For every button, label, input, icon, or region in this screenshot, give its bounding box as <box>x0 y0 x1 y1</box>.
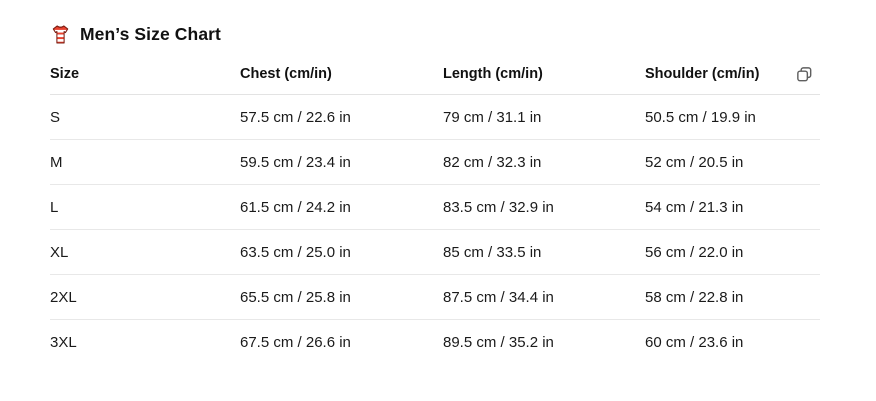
table-row: 3XL 67.5 cm / 26.6 in 89.5 cm / 35.2 in … <box>50 320 820 365</box>
length-cell: 85 cm / 33.5 in <box>443 243 542 261</box>
size-cell: L <box>50 198 59 216</box>
shoulder-cell: 50.5 cm / 19.9 in <box>645 108 756 126</box>
page: Men’s Size Chart Size Chest (cm/in) Leng… <box>50 24 826 365</box>
shoulder-cell: 58 cm / 22.8 in <box>645 288 744 306</box>
shoulder-cell: 54 cm / 21.3 in <box>645 198 744 216</box>
chest-cell: 67.5 cm / 26.6 in <box>240 334 351 351</box>
chest-cell: 65.5 cm / 25.8 in <box>240 288 351 306</box>
table-row: L 61.5 cm / 24.2 in 83.5 cm / 32.9 in 54… <box>50 185 820 230</box>
chest-cell: 61.5 cm / 24.2 in <box>240 198 351 216</box>
page-title: Men’s Size Chart <box>80 24 221 44</box>
chest-cell: 57.5 cm / 22.6 in <box>240 108 351 126</box>
size-chart-table: Size Chest (cm/in) Length (cm/in) Should… <box>50 60 820 365</box>
column-header-length: Length (cm/in) <box>443 66 543 82</box>
size-cell: 3XL <box>50 334 77 351</box>
column-header-shoulder: Shoulder (cm/in) <box>645 66 760 82</box>
table-row: XL 63.5 cm / 25.0 in 85 cm / 33.5 in 56 … <box>50 230 820 275</box>
page-title-row: Men’s Size Chart <box>50 24 826 45</box>
size-cell: XL <box>50 243 69 261</box>
striped-shirt-icon <box>50 24 71 45</box>
shoulder-cell: 56 cm / 22.0 in <box>645 243 744 261</box>
shoulder-cell: 60 cm / 23.6 in <box>645 334 744 351</box>
length-cell: 79 cm / 31.1 in <box>443 108 542 126</box>
table-row: 2XL 65.5 cm / 25.8 in 87.5 cm / 34.4 in … <box>50 275 820 320</box>
copy-icon <box>795 65 814 84</box>
chest-cell: 63.5 cm / 25.0 in <box>240 243 351 261</box>
column-header-chest: Chest (cm/in) <box>240 66 332 82</box>
length-cell: 87.5 cm / 34.4 in <box>443 288 554 306</box>
table-header-row: Size Chest (cm/in) Length (cm/in) Should… <box>50 60 820 95</box>
copy-table-button[interactable] <box>792 62 816 86</box>
shoulder-cell: 52 cm / 20.5 in <box>645 153 744 171</box>
column-header-size: Size <box>50 66 80 82</box>
length-cell: 89.5 cm / 35.2 in <box>443 334 554 351</box>
table-row: S 57.5 cm / 22.6 in 79 cm / 31.1 in 50.5… <box>50 95 820 140</box>
length-cell: 83.5 cm / 32.9 in <box>443 198 554 216</box>
size-cell: 2XL <box>50 288 77 306</box>
size-cell: S <box>50 108 61 126</box>
chest-cell: 59.5 cm / 23.4 in <box>240 153 351 171</box>
size-cell: M <box>50 153 63 171</box>
length-cell: 82 cm / 32.3 in <box>443 153 542 171</box>
table-row: M 59.5 cm / 23.4 in 82 cm / 32.3 in 52 c… <box>50 140 820 185</box>
